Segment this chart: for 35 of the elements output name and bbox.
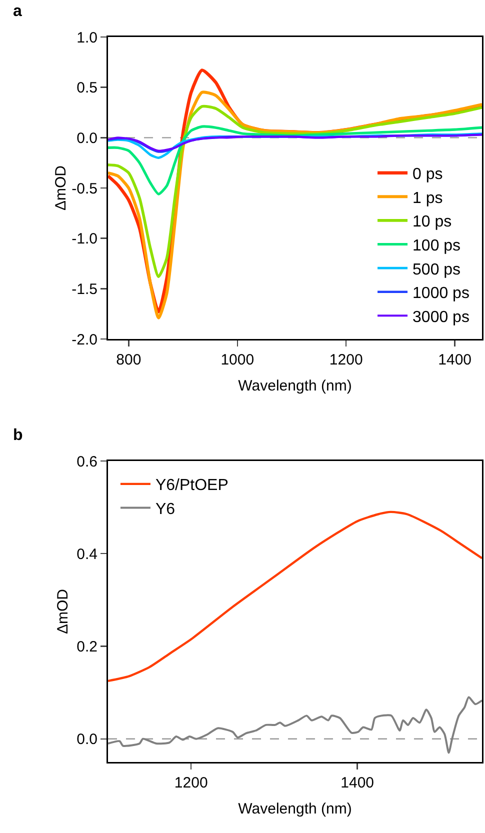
y-tick-label: -1.5 (72, 280, 98, 298)
x-tick-label: 1200 (174, 774, 208, 792)
legend-label: 100 ps (412, 238, 461, 254)
legend-label: Y6 (155, 500, 176, 518)
legend-label: 1 ps (412, 190, 443, 207)
legend-label: 500 ps (412, 261, 461, 278)
x-tick-label: 1400 (340, 774, 374, 792)
x-tick-label: 800 (116, 352, 142, 368)
legend-label: Y6/PtOEP (155, 477, 228, 494)
line-series (108, 105, 482, 278)
text: b (13, 427, 23, 444)
x-tick-label: 1400 (438, 352, 472, 368)
y-tick-label: 0.0 (76, 130, 98, 147)
y-tick-label: 0.6 (76, 453, 98, 470)
x-axis-title: Wavelength (nm) (238, 377, 352, 394)
y-tick-label: -2.0 (72, 331, 98, 348)
legend-label: 3000 ps (412, 308, 470, 326)
legend-label: 0 ps (412, 166, 443, 184)
y-tick-label: -0.5 (72, 180, 98, 198)
line-series (108, 132, 482, 159)
line-series (108, 696, 482, 754)
y-tick-label: 0.5 (76, 80, 98, 97)
y-tick-label: 0.2 (76, 638, 98, 656)
x-tick-label: 1200 (329, 352, 363, 368)
y-axis-title: ΔmOD (52, 165, 70, 211)
text: a (13, 3, 22, 20)
legend-label: 10 ps (412, 214, 452, 231)
x-tick-label: 1000 (220, 352, 254, 368)
y-tick-label: -1.0 (72, 230, 98, 248)
y-tick-label: 1.0 (76, 29, 98, 46)
y-tick-label: 0.4 (76, 546, 98, 563)
x-axis-title: Wavelength (nm) (238, 800, 352, 818)
y-axis-title: ΔmOD (54, 588, 72, 634)
legend-label: 1000 ps (412, 285, 470, 302)
y-tick-label: 0.0 (76, 731, 98, 748)
